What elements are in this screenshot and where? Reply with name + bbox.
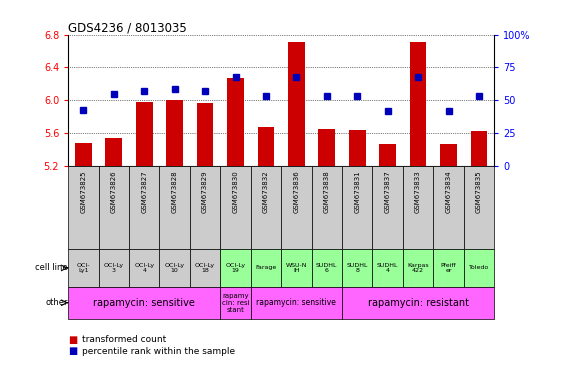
Bar: [68, 249, 99, 287]
Bar: [166, 101, 183, 166]
Text: OCI-Ly
3: OCI-Ly 3: [104, 263, 124, 273]
Bar: [106, 138, 122, 166]
Bar: [463, 249, 494, 287]
Text: OCI-
Ly1: OCI- Ly1: [77, 263, 90, 273]
Text: OCI-Ly
19: OCI-Ly 19: [225, 263, 245, 273]
Bar: [373, 249, 403, 287]
Text: GSM673838: GSM673838: [324, 170, 330, 213]
Bar: [250, 249, 281, 287]
Bar: [129, 249, 160, 287]
Text: OCI-Ly
10: OCI-Ly 10: [165, 263, 185, 273]
Bar: [68, 166, 99, 249]
Text: GSM673831: GSM673831: [354, 170, 360, 213]
Bar: [197, 103, 214, 166]
Text: SUDHL
4: SUDHL 4: [377, 263, 398, 273]
Text: GSM673825: GSM673825: [81, 170, 86, 213]
Text: rapamycin: resistant: rapamycin: resistant: [367, 298, 469, 308]
Text: SUDHL
8: SUDHL 8: [346, 263, 368, 273]
Bar: [433, 249, 463, 287]
Bar: [312, 166, 342, 249]
Bar: [281, 249, 312, 287]
Text: Toledo: Toledo: [469, 265, 489, 270]
Text: GSM673836: GSM673836: [294, 170, 299, 213]
Bar: [433, 166, 463, 249]
Text: GDS4236 / 8013035: GDS4236 / 8013035: [68, 22, 187, 35]
Bar: [160, 166, 190, 249]
Text: GSM673827: GSM673827: [141, 170, 147, 213]
Text: other: other: [45, 298, 68, 307]
Bar: [136, 102, 153, 166]
Bar: [288, 42, 305, 166]
Bar: [403, 249, 433, 287]
Bar: [250, 287, 342, 319]
Bar: [440, 144, 457, 166]
Text: GSM673828: GSM673828: [172, 170, 178, 213]
Text: rapamycin: sensitive: rapamycin: sensitive: [256, 298, 336, 307]
Bar: [129, 166, 160, 249]
Bar: [281, 166, 312, 249]
Bar: [373, 166, 403, 249]
Text: cell line: cell line: [35, 263, 68, 272]
Bar: [342, 166, 373, 249]
Text: GSM673830: GSM673830: [232, 170, 239, 213]
Text: Karpas
422: Karpas 422: [407, 263, 429, 273]
Text: rapamy
cin: resi
stant: rapamy cin: resi stant: [222, 293, 249, 313]
Bar: [220, 287, 250, 319]
Bar: [410, 42, 427, 166]
Text: transformed count: transformed count: [82, 335, 166, 344]
Text: WSU-N
IH: WSU-N IH: [286, 263, 307, 273]
Bar: [190, 249, 220, 287]
Bar: [312, 249, 342, 287]
Bar: [319, 129, 335, 166]
Bar: [342, 249, 373, 287]
Bar: [403, 166, 433, 249]
Text: Farage: Farage: [256, 265, 277, 270]
Text: Pfeiff
er: Pfeiff er: [441, 263, 456, 273]
Bar: [68, 287, 220, 319]
Bar: [257, 127, 274, 166]
Bar: [99, 249, 129, 287]
Text: SUDHL
6: SUDHL 6: [316, 263, 337, 273]
Bar: [250, 166, 281, 249]
Text: ■: ■: [68, 335, 77, 345]
Text: OCI-Ly
4: OCI-Ly 4: [134, 263, 154, 273]
Bar: [227, 78, 244, 166]
Text: percentile rank within the sample: percentile rank within the sample: [82, 347, 236, 356]
Bar: [75, 143, 92, 166]
Bar: [470, 131, 487, 166]
Text: GSM673832: GSM673832: [263, 170, 269, 213]
Text: GSM673833: GSM673833: [415, 170, 421, 213]
Text: GSM673834: GSM673834: [445, 170, 452, 213]
Bar: [99, 166, 129, 249]
Bar: [349, 130, 366, 166]
Text: GSM673829: GSM673829: [202, 170, 208, 213]
Bar: [220, 249, 250, 287]
Bar: [220, 166, 250, 249]
Bar: [379, 144, 396, 166]
Bar: [160, 249, 190, 287]
Bar: [190, 166, 220, 249]
Text: GSM673835: GSM673835: [476, 170, 482, 213]
Bar: [342, 287, 494, 319]
Text: GSM673837: GSM673837: [385, 170, 391, 213]
Text: rapamycin: sensitive: rapamycin: sensitive: [93, 298, 195, 308]
Bar: [463, 166, 494, 249]
Text: GSM673826: GSM673826: [111, 170, 117, 213]
Text: OCI-Ly
18: OCI-Ly 18: [195, 263, 215, 273]
Text: ■: ■: [68, 346, 77, 356]
